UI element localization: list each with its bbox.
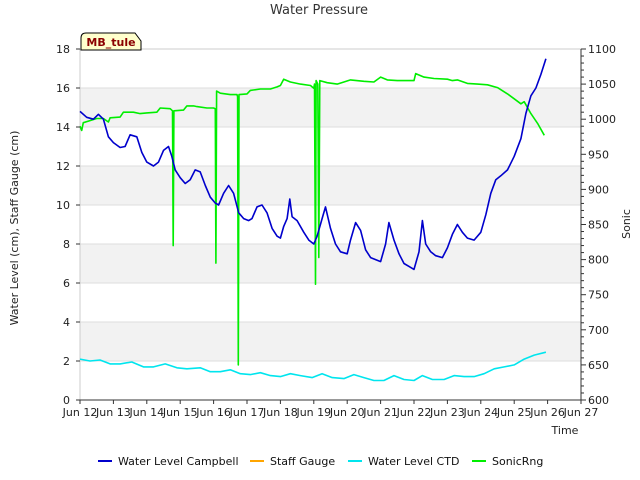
right-axis: 600 650 700 750 800 850 900 950 1000 1050 1100 <box>580 43 616 407</box>
x-tick-label: Jun 14 <box>128 406 164 419</box>
series-line-sonicrng <box>79 72 545 366</box>
legend: Water Level Campbell Staff Gauge Water Lev… <box>98 455 543 468</box>
legend-item: SonicRng <box>472 455 543 468</box>
left-tick-label: 10 <box>56 199 70 212</box>
right-tick-label: 1050 <box>588 78 616 91</box>
x-tick-label: Jun 27 <box>563 406 599 419</box>
right-tick-label: 750 <box>588 289 609 302</box>
legend-label: SonicRng <box>492 455 543 468</box>
left-tick-label: 14 <box>56 121 70 134</box>
x-axis-label: Time <box>551 424 579 437</box>
x-tick-label: Jun 18 <box>262 406 298 419</box>
legend-label: Water Level Campbell <box>118 455 239 468</box>
left-tick-label: 8 <box>63 238 70 251</box>
legend-item: Water Level CTD <box>348 455 459 468</box>
x-tick-label: Jun 13 <box>95 406 131 419</box>
station-badge-box <box>80 32 142 51</box>
station-badge: MB_tule <box>80 32 142 51</box>
left-tick-label: 4 <box>63 316 70 329</box>
x-tick-label: Jun 23 <box>429 406 465 419</box>
x-tick-label: Jun 15 <box>162 406 198 419</box>
legend-item: Staff Gauge <box>250 455 335 468</box>
y-axis-left-label: Water Level (cm), Staff Gauge (cm) <box>8 131 21 326</box>
x-tick-label: Jun 24 <box>462 406 498 419</box>
left-tick-label: 16 <box>56 82 70 95</box>
series-layer <box>79 58 547 382</box>
right-tick-label: 700 <box>588 324 609 337</box>
left-tick-label: 18 <box>56 43 70 56</box>
left-axis: 0 2 4 6 8 10 12 14 16 18 <box>56 43 80 407</box>
series-line-water-level-campbell <box>79 58 547 271</box>
legend-label: Staff Gauge <box>270 455 335 468</box>
x-tick-label: Jun 20 <box>329 406 365 419</box>
right-tick-label: 850 <box>588 219 609 232</box>
right-tick-label: 950 <box>588 148 609 161</box>
left-tick-label: 2 <box>63 355 70 368</box>
legend-label: Water Level CTD <box>368 455 459 468</box>
x-tick-label: Jun 19 <box>295 406 331 419</box>
series-line-water-level-ctd <box>79 351 547 382</box>
grid-band <box>80 322 581 361</box>
grid-band <box>80 244 581 283</box>
grid-band <box>80 166 581 205</box>
y-axis-right-label: Sonic <box>620 209 633 239</box>
right-tick-label: 650 <box>588 359 609 372</box>
left-tick-label: 0 <box>63 394 70 407</box>
right-tick-label: 600 <box>588 394 609 407</box>
x-tick-label: Jun 12 <box>62 406 98 419</box>
right-tick-label: 800 <box>588 254 609 267</box>
right-tick-label: 1000 <box>588 113 616 126</box>
grid-band <box>80 88 581 127</box>
station-badge-label: MB_tule <box>86 36 135 49</box>
x-tick-label: Jun 16 <box>195 406 231 419</box>
right-tick-label: 1100 <box>588 43 616 56</box>
legend-item: Water Level Campbell <box>98 455 239 468</box>
x-tick-label: Jun 26 <box>529 406 565 419</box>
x-tick-label: Jun 17 <box>229 406 265 419</box>
x-tick-label: Jun 21 <box>362 406 398 419</box>
chart-title: Water Pressure <box>270 3 368 18</box>
right-tick-label: 900 <box>588 183 609 196</box>
x-tick-label: Jun 22 <box>396 406 432 419</box>
x-tick-label: Jun 25 <box>496 406 532 419</box>
grid-bands <box>80 48 581 401</box>
left-tick-label: 6 <box>63 277 70 290</box>
left-tick-label: 12 <box>56 160 70 173</box>
